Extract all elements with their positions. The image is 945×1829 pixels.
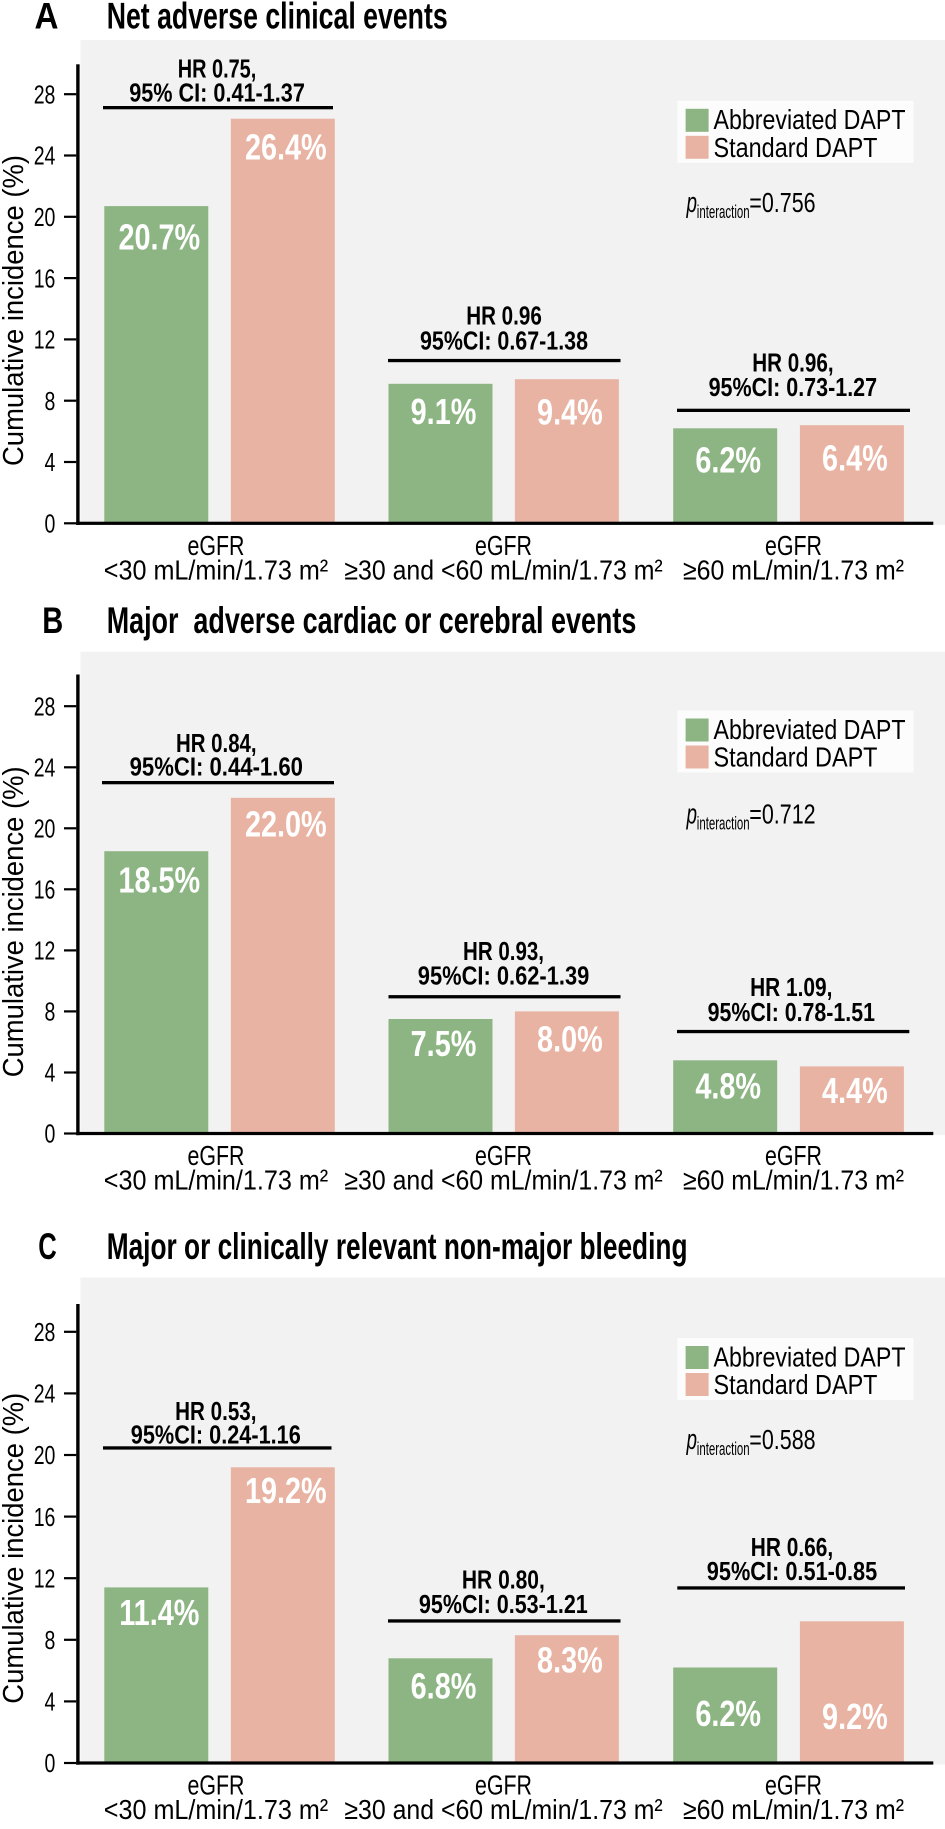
svg-text:4: 4 [45,1687,56,1716]
svg-text:=0.756: =0.756 [749,187,815,218]
svg-text:B: B [42,600,63,641]
svg-text:A: A [35,0,59,37]
svg-text:=0.712: =0.712 [749,799,815,830]
svg-text:6.4%: 6.4% [822,437,888,478]
svg-text:4.4%: 4.4% [822,1070,888,1111]
svg-text:20: 20 [34,1441,56,1470]
svg-text:Cumulative incidence (%): Cumulative incidence (%) [0,155,30,466]
svg-text:Major or clinically relevant n: Major or clinically relevant non-major b… [107,1226,688,1267]
svg-text:16: 16 [34,264,56,293]
svg-text:12: 12 [34,325,56,354]
svg-text:8: 8 [45,1625,56,1654]
svg-text:≥30 and <60 mL/min/1.73 m²: ≥30 and <60 mL/min/1.73 m² [344,1165,662,1196]
svg-text:95%CI: 0.51-0.85: 95%CI: 0.51-0.85 [707,1558,877,1586]
svg-text:Abbreviated DAPT: Abbreviated DAPT [714,714,906,745]
svg-text:6.2%: 6.2% [695,1693,761,1734]
svg-text:8: 8 [45,386,56,415]
svg-text:7.5%: 7.5% [411,1023,477,1064]
svg-text:95%CI: 0.24-1.16: 95%CI: 0.24-1.16 [131,1422,301,1450]
svg-text:28: 28 [34,692,56,721]
svg-text:HR 1.09,: HR 1.09, [750,974,832,1002]
svg-text:6.8%: 6.8% [411,1665,477,1706]
svg-text:19.2%: 19.2% [245,1470,327,1511]
svg-text:12: 12 [34,1564,56,1593]
svg-text:≥60 mL/min/1.73 m²: ≥60 mL/min/1.73 m² [683,1165,904,1196]
svg-text:Cumulative incidence (%): Cumulative incidence (%) [0,766,30,1077]
svg-text:12: 12 [34,936,56,965]
svg-text:28: 28 [34,80,56,109]
svg-text:6.2%: 6.2% [695,439,761,480]
svg-text:interaction: interaction [697,201,750,222]
svg-text:Standard DAPT: Standard DAPT [714,1369,878,1400]
svg-text:8.3%: 8.3% [537,1639,603,1680]
svg-text:18.5%: 18.5% [118,859,200,900]
svg-text:8.0%: 8.0% [537,1018,603,1059]
svg-text:9.1%: 9.1% [411,391,477,432]
svg-text:Major adverse cardiac or cere: Major adverse cardiac or cerebral events [107,600,637,641]
svg-text:<30 mL/min/1.73 m²: <30 mL/min/1.73 m² [104,1794,328,1824]
svg-text:=0.588: =0.588 [749,1424,815,1455]
svg-text:Cumulative incidence (%): Cumulative incidence (%) [0,1393,30,1704]
svg-text:16: 16 [34,1502,56,1531]
svg-text:≥30 and <60 mL/min/1.73 m²: ≥30 and <60 mL/min/1.73 m² [344,1794,662,1824]
svg-text:≥60 mL/min/1.73 m²: ≥60 mL/min/1.73 m² [683,1794,904,1824]
svg-text:interaction: interaction [697,1438,750,1459]
svg-text:<30 mL/min/1.73 m²: <30 mL/min/1.73 m² [104,1165,328,1196]
svg-text:0: 0 [45,509,56,538]
svg-text:24: 24 [34,753,56,782]
svg-text:4: 4 [45,448,56,477]
svg-text:9.2%: 9.2% [822,1696,888,1737]
svg-text:9.4%: 9.4% [537,391,603,432]
svg-text:p: p [686,799,697,831]
svg-text:95%CI: 0.78-1.51: 95%CI: 0.78-1.51 [708,999,875,1027]
svg-text:8: 8 [45,997,56,1026]
svg-text:p: p [686,187,697,219]
svg-text:interaction: interaction [697,813,750,834]
svg-text:C: C [38,1226,57,1267]
svg-text:11.4%: 11.4% [119,1592,199,1633]
svg-text:24: 24 [34,141,56,170]
svg-text:26.4%: 26.4% [245,126,327,167]
svg-text:28: 28 [34,1317,56,1346]
svg-text:4: 4 [45,1058,56,1087]
svg-text:24: 24 [34,1379,56,1408]
svg-text:20: 20 [34,202,56,231]
svg-text:Net adverse clinical events: Net adverse clinical events [107,0,448,37]
svg-text:4.8%: 4.8% [695,1065,761,1106]
svg-text:0: 0 [45,1119,56,1148]
svg-text:p: p [686,1424,697,1456]
svg-text:95%CI: 0.44-1.60: 95%CI: 0.44-1.60 [130,754,303,782]
svg-text:22.0%: 22.0% [245,803,327,844]
svg-text:95%CI: 0.73-1.27: 95%CI: 0.73-1.27 [709,374,878,402]
svg-text:95% CI: 0.41-1.37: 95% CI: 0.41-1.37 [129,79,305,107]
svg-text:≥30 and <60 mL/min/1.73 m²: ≥30 and <60 mL/min/1.73 m² [344,554,662,585]
svg-text:0: 0 [45,1749,56,1778]
svg-text:20: 20 [34,814,56,843]
svg-text:95%CI: 0.62-1.39: 95%CI: 0.62-1.39 [418,963,590,991]
svg-text:Standard DAPT: Standard DAPT [714,132,878,163]
svg-text:16: 16 [34,875,56,904]
svg-text:20.7%: 20.7% [118,216,200,257]
svg-text:95%CI: 0.67-1.38: 95%CI: 0.67-1.38 [420,327,588,355]
svg-text:95%CI: 0.53-1.21: 95%CI: 0.53-1.21 [419,1591,588,1619]
svg-text:Abbreviated DAPT: Abbreviated DAPT [714,104,906,135]
svg-text:Standard DAPT: Standard DAPT [714,742,878,773]
svg-text:Abbreviated DAPT: Abbreviated DAPT [714,1341,906,1372]
svg-text:<30 mL/min/1.73 m²: <30 mL/min/1.73 m² [104,554,328,585]
svg-text:≥60 mL/min/1.73 m²: ≥60 mL/min/1.73 m² [683,554,904,585]
